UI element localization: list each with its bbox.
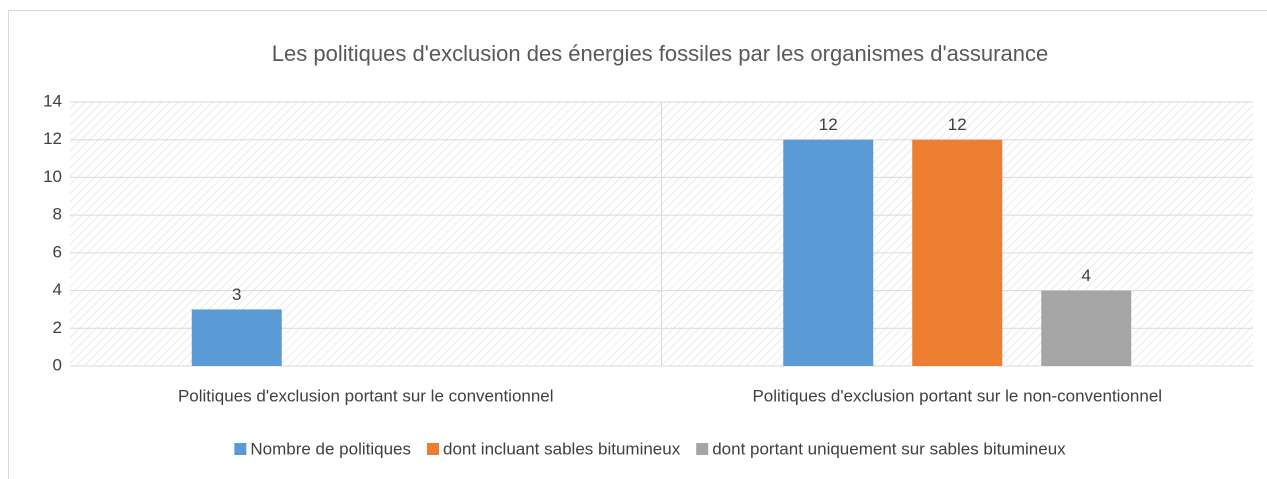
data-label: 12	[948, 115, 967, 134]
x-tick-label: Politiques d'exclusion portant sur le no…	[752, 386, 1162, 405]
legend-swatch	[696, 443, 709, 455]
legend-label: dont incluant sables bitumineux	[443, 439, 681, 458]
y-tick-label: 14	[43, 91, 62, 110]
legend-label: dont portant uniquement sur sables bitum…	[712, 439, 1066, 458]
y-tick-label: 6	[53, 242, 62, 261]
legend-swatch	[427, 443, 439, 455]
data-label: 4	[1082, 266, 1091, 285]
y-tick-label: 10	[43, 167, 62, 186]
y-tick-label: 0	[53, 355, 62, 374]
bar	[191, 309, 282, 366]
legend-swatch	[234, 443, 247, 455]
y-tick-label: 2	[53, 318, 62, 337]
x-tick-label: Politiques d'exclusion portant sur le co…	[178, 386, 554, 405]
y-tick-label: 12	[43, 129, 62, 148]
chart-title: Les politiques d'exclusion des énergies …	[272, 41, 1048, 66]
legend-label: Nombre de politiques	[250, 439, 411, 458]
data-label: 12	[819, 115, 838, 134]
y-tick-label: 4	[53, 280, 62, 299]
bar	[783, 139, 874, 366]
bar	[1041, 290, 1132, 366]
data-label: 3	[232, 285, 241, 304]
y-tick-label: 8	[53, 205, 62, 224]
bar	[912, 139, 1003, 366]
